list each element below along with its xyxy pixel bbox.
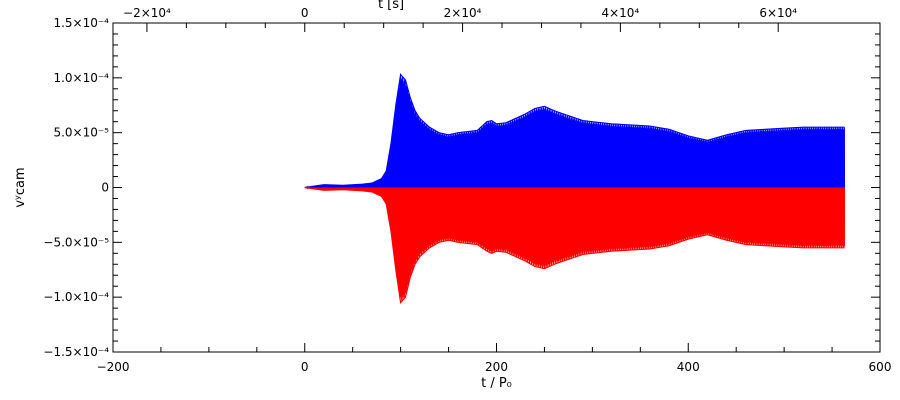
top-x-tick-label: −2×10⁴: [123, 6, 171, 20]
y-tick-label: 0: [101, 181, 109, 195]
series-layer: [304, 73, 846, 305]
y-tick-label: 5.0×10⁻⁵: [53, 126, 109, 140]
y-axis-label: vʸcam: [13, 167, 28, 207]
y-tick-label: −1.0×10⁻⁴: [43, 290, 109, 304]
series-1-fill: [304, 185, 846, 302]
top-x-axis-label: t [s]: [378, 0, 404, 12]
y-tick-label: 1.5×10⁻⁴: [53, 16, 109, 30]
tick-layer: −200 0 200 400 600 −2×10⁴ 0 2×10⁴ 4×10⁴ 6×10⁴ 1.5×…: [43, 6, 891, 374]
series-0-fill: [304, 74, 846, 190]
top-x-tick-label: 0: [301, 6, 309, 20]
series-0-oscillation: [304, 73, 846, 190]
series-0-envelope: [304, 73, 845, 189]
top-x-tick-label: 6×10⁴: [759, 6, 797, 20]
x-tick-label: 0: [301, 360, 309, 374]
series-1-oscillation: [304, 185, 846, 305]
x-tick-label: −200: [97, 360, 130, 374]
y-tick-label: 1.0×10⁻⁴: [53, 71, 109, 85]
x-axis-label: t / P₀: [481, 376, 512, 391]
top-x-tick-label: 2×10⁴: [444, 6, 482, 20]
top-x-tick-label: 4×10⁴: [601, 6, 639, 20]
x-tick-label: 200: [485, 360, 508, 374]
x-tick-label: 600: [869, 360, 892, 374]
y-tick-label: −1.5×10⁻⁴: [43, 345, 109, 359]
x-tick-label: 400: [677, 360, 700, 374]
series-1-envelope: [304, 186, 845, 305]
y-tick-label: −5.0×10⁻⁵: [43, 235, 109, 249]
